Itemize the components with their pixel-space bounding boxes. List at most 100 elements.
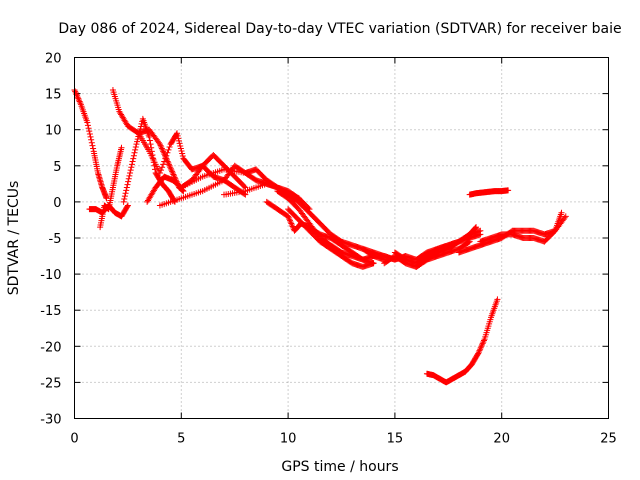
series-track-c [97,144,125,231]
data-point [158,144,165,151]
data-point [75,97,82,104]
data-point [146,137,153,144]
data-point [147,141,154,148]
x-tick-label: 25 [600,432,617,447]
data-point [167,165,174,172]
data-point [471,225,478,232]
data-point [167,164,174,171]
data-point [165,161,172,168]
data-point [161,158,168,165]
data-point [158,145,165,152]
data-point [87,133,94,140]
series-track-j [221,180,313,213]
data-point [130,152,137,159]
data-point [288,220,295,227]
data-point [169,170,176,177]
data-point [370,260,377,267]
y-tick-label: 10 [45,124,62,139]
data-point [473,224,480,231]
series-track-r [413,224,480,270]
data-point [480,338,487,345]
data-point [124,202,131,209]
data-point [127,170,134,177]
data-point [160,161,167,168]
data-point [123,184,130,191]
data-point [90,145,97,152]
data-point [477,344,484,351]
data-point [120,198,127,205]
data-point [177,142,184,149]
data-point [123,187,130,194]
data-point [84,119,91,126]
data-point [126,172,133,179]
data-point [177,145,184,152]
data-point [287,219,294,226]
data-point [86,131,93,138]
data-point [134,138,141,145]
data-point [131,149,138,156]
y-tick-label: -10 [40,268,61,283]
data-point [561,214,568,221]
y-tick-label: -30 [40,413,61,428]
data-point [562,213,569,220]
x-axis-label: GPS time / hours [281,459,398,475]
data-point [176,140,183,147]
data-point [86,128,93,135]
y-tick-label: -15 [40,304,61,319]
y-axis-label: SDTVAR / TECUs [6,181,22,296]
y-tick-label: 5 [53,160,61,175]
data-point [169,168,176,175]
chart-title: Day 086 of 2024, Sidereal Day-to-day VTE… [58,21,621,37]
data-point [289,223,296,230]
data-point [494,296,501,303]
data-point [165,159,172,166]
data-point [72,88,79,95]
y-tick-label: 0 [53,196,61,211]
data-point [475,349,482,356]
data-point [121,196,128,203]
data-point [133,141,140,148]
data-point [174,132,181,139]
data-point [175,135,182,142]
data-point [479,341,486,348]
data-point [156,170,163,177]
data-point [166,162,173,169]
data-point [476,347,483,354]
data-point [158,167,165,174]
data-point [89,142,96,149]
data-point [129,158,136,165]
data-point [179,153,186,160]
data-point [286,216,293,223]
data-point [127,167,134,174]
data-point [505,187,512,194]
data-point [121,193,128,200]
series-track-a [71,86,110,202]
data-point [163,152,170,159]
data-point [285,214,292,221]
data-point [166,144,173,151]
data-point [472,224,479,231]
x-tick-label: 20 [493,432,510,447]
y-tick-label: 20 [45,52,62,67]
data-point [477,346,484,353]
data-point [76,98,83,105]
x-tick-label: 10 [280,432,297,447]
data-point [157,142,164,149]
data-point [132,146,139,153]
data-point [88,139,95,146]
data-point [159,146,166,153]
data-point [75,95,82,102]
data-point [159,164,166,171]
y-tick-label: 15 [45,88,62,103]
data-point [477,227,484,234]
data-point [146,133,153,140]
data-point [130,155,137,162]
data-point [287,217,294,224]
data-point [124,181,131,188]
data-point [160,148,167,155]
data-point [128,164,135,171]
data-point [465,239,472,246]
data-point [478,343,485,350]
data-point [72,89,79,96]
